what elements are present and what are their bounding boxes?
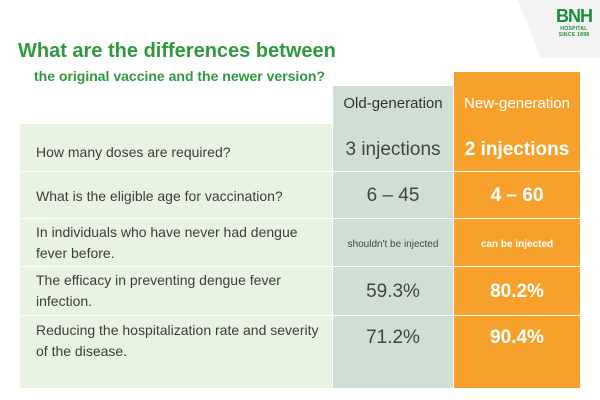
logo-mark: BNH (556, 6, 593, 26)
old-generation-column-bg (333, 86, 453, 388)
row-divider (20, 266, 580, 267)
old-hospitalization-value: 71.2% (366, 327, 420, 348)
new-efficacy-value: 80.2% (490, 281, 544, 302)
question-never-infected: In individuals who have never had dengue… (36, 224, 298, 261)
new-doses-value: 2 injections (464, 139, 570, 160)
question-efficacy: The efficacy in preventing dengue fever … (36, 272, 281, 309)
old-efficacy-value: 59.3% (366, 281, 420, 302)
new-generation-column-bg (454, 72, 580, 388)
old-age-value: 6 – 45 (366, 185, 420, 206)
new-hospitalization-value: 90.4% (490, 327, 544, 348)
old-never-infected-value: shouldn't be injected (347, 238, 439, 250)
header-new-generation: New-generation (464, 95, 570, 112)
page-title: What are the differences between (18, 40, 336, 62)
new-never-infected-value: can be injected (480, 238, 554, 250)
questions-column-bg (20, 124, 332, 388)
question-hospitalization: Reducing the hospitalization rate and se… (36, 322, 319, 359)
row-divider (20, 315, 580, 316)
question-doses: How many doses are required? (36, 143, 231, 160)
row-divider (20, 171, 580, 172)
page-subtitle: the original vaccine and the newer versi… (34, 68, 325, 84)
new-age-value: 4 – 60 (490, 185, 544, 206)
logo-line2: SINCE 1898 (558, 32, 590, 38)
logo-line1: HOSPITAL (560, 26, 588, 32)
header-old-generation: Old-generation (343, 95, 443, 112)
row-divider (20, 218, 580, 219)
hospital-logo: BNH HOSPITAL SINCE 1898 (556, 6, 593, 38)
question-eligible-age: What is the eligible age for vaccination… (36, 187, 283, 204)
old-doses-value: 3 injections (345, 139, 441, 160)
